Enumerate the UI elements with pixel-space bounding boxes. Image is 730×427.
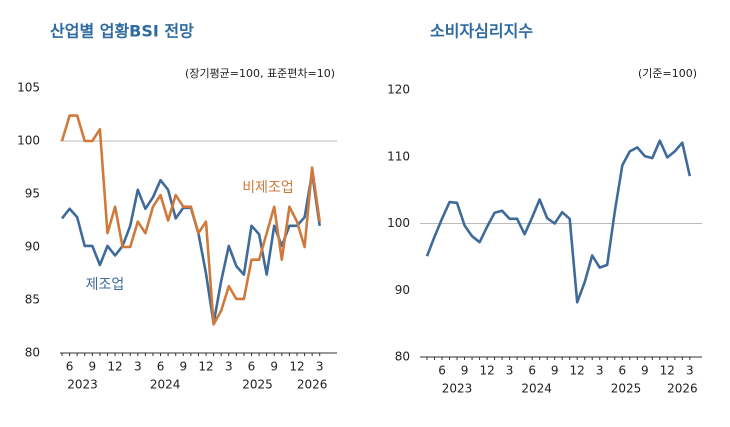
x-tick-label: 3 [596,364,604,378]
x-group-label: 2026 [297,378,328,392]
x-tick-label: 9 [88,360,96,374]
x-tick-label: 3 [686,364,694,378]
unit-note: (장기평균=100, 표준편차=10) [185,67,335,80]
x-group-label: 2024 [150,378,181,392]
y-tick-label: 110 [387,149,410,163]
x-tick-label: 12 [479,364,494,378]
x-group-label: 2026 [667,382,698,396]
x-tick-label: 6 [66,360,74,374]
y-tick-label: 95 [25,187,40,201]
unit-note: (기준=100) [638,67,697,80]
series-label: 비제조업 [242,180,294,196]
y-tick-label: 90 [25,240,40,254]
y-tick-label: 90 [395,283,410,297]
y-tick-label: 80 [25,346,40,360]
x-tick-label: 6 [438,364,446,378]
x-tick-label: 12 [198,360,213,374]
x-tick-label: 3 [506,364,514,378]
series-label: 제조업 [86,277,125,293]
series-line [425,139,692,304]
y-tick-label: 85 [25,293,40,307]
x-tick-label: 9 [641,364,649,378]
x-tick-label: 12 [660,364,675,378]
x-tick-label: 12 [289,360,304,374]
x-tick-label: 6 [618,364,626,378]
y-tick-label: 100 [17,134,40,148]
x-tick-label: 3 [225,360,233,374]
y-tick-label: 120 [387,83,410,97]
x-tick-label: 6 [157,360,165,374]
x-tick-label: 6 [528,364,536,378]
chart-title: 산업별 업황BSI 전망 [50,22,194,41]
x-group-label: 2023 [67,378,98,392]
x-tick-label: 9 [179,360,187,374]
x-group-label: 2025 [242,378,273,392]
x-tick-label: 9 [551,364,559,378]
x-tick-label: 6 [248,360,256,374]
x-group-label: 2024 [521,382,552,396]
x-tick-label: 9 [270,360,278,374]
chart-title: 소비자심리지수 [430,22,533,41]
series-line [60,114,321,326]
y-tick-label: 100 [387,216,410,230]
x-tick-label: 3 [316,360,324,374]
x-group-label: 2023 [442,382,473,396]
y-tick-label: 80 [395,350,410,364]
x-tick-label: 3 [134,360,142,374]
x-tick-label: 12 [570,364,585,378]
y-tick-label: 105 [17,81,40,95]
x-group-label: 2025 [611,382,642,396]
x-tick-label: 9 [461,364,469,378]
x-tick-label: 12 [107,360,122,374]
